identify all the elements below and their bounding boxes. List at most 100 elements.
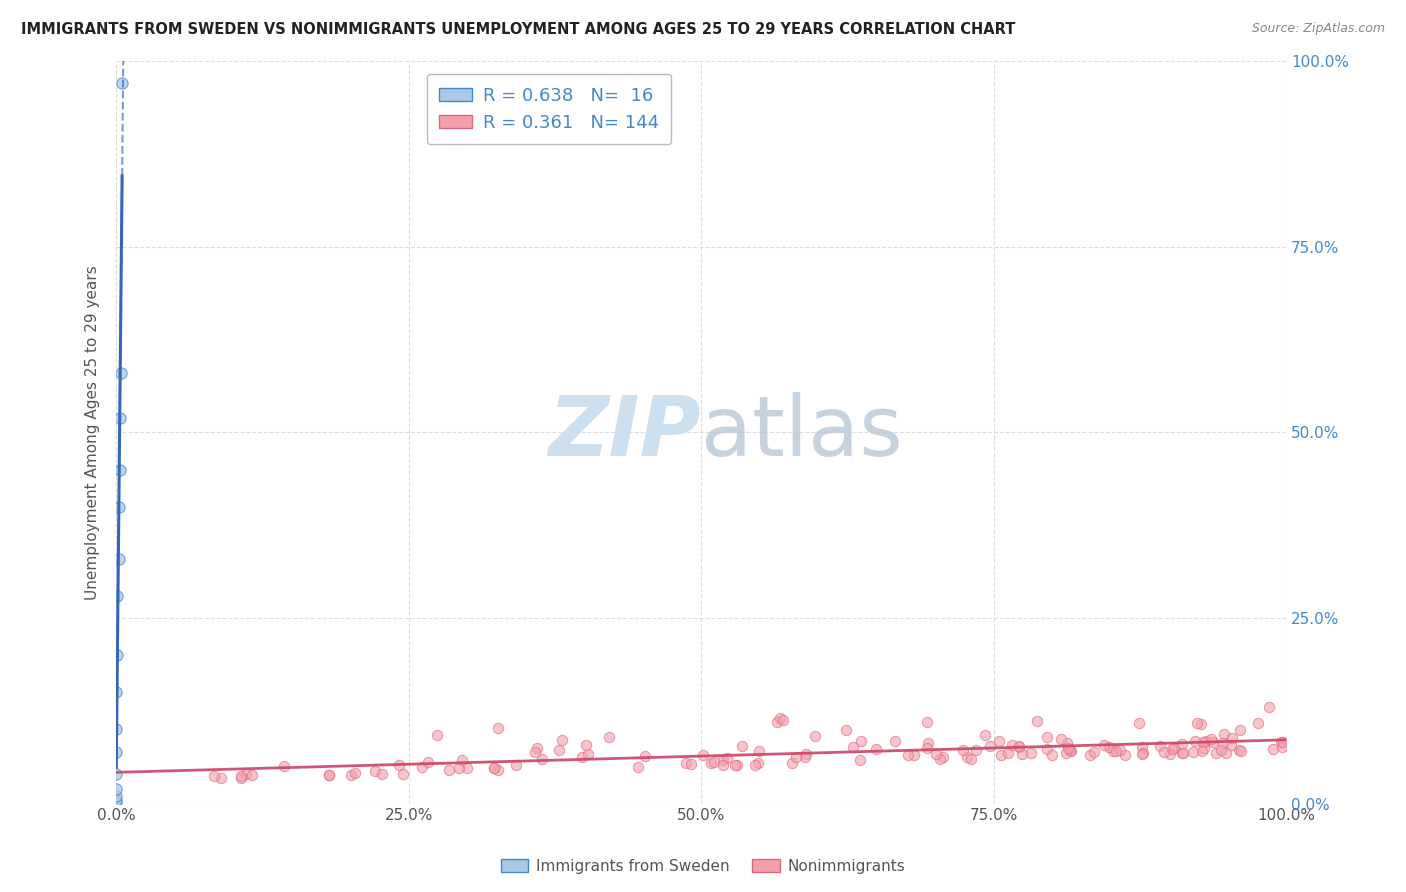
Point: [1171, 746, 1194, 760]
Point: [965, 743, 987, 757]
Point: [681, 756, 703, 771]
Point: [1230, 744, 1253, 758]
Point: [1128, 716, 1150, 731]
Point: [928, 752, 950, 766]
Point: [273, 759, 295, 773]
Point: [1108, 742, 1130, 756]
Point: [391, 767, 413, 781]
Point: [973, 728, 995, 742]
Point: [803, 729, 825, 743]
Point: [105, 781, 128, 796]
Point: [105, 793, 128, 807]
Point: [747, 756, 769, 771]
Point: [447, 762, 470, 776]
Text: IMMIGRANTS FROM SWEDEN VS NONIMMIGRANTS UNEMPLOYMENT AMONG AGES 25 TO 29 YEARS C: IMMIGRANTS FROM SWEDEN VS NONIMMIGRANTS …: [21, 22, 1015, 37]
Point: [344, 765, 367, 780]
Point: [711, 753, 734, 767]
Point: [1220, 738, 1243, 752]
Point: [716, 751, 738, 765]
Point: [1171, 746, 1194, 760]
Text: atlas: atlas: [702, 392, 903, 473]
Point: [411, 760, 433, 774]
Point: [725, 758, 748, 772]
Point: [724, 758, 747, 772]
Point: [1192, 735, 1215, 749]
Point: [1026, 714, 1049, 728]
Point: [209, 771, 232, 785]
Point: [482, 761, 505, 775]
Point: [915, 714, 938, 729]
Point: [105, 789, 128, 804]
Point: [1258, 700, 1281, 714]
Point: [675, 756, 697, 770]
Point: [932, 750, 955, 764]
Point: [1247, 715, 1270, 730]
Point: [1215, 746, 1237, 760]
Point: [105, 767, 128, 781]
Point: [1000, 738, 1022, 752]
Point: [700, 756, 723, 770]
Point: [1132, 746, 1154, 760]
Point: [576, 747, 599, 762]
Point: [371, 767, 394, 781]
Point: [1008, 739, 1031, 753]
Point: [107, 648, 129, 662]
Point: [1078, 747, 1101, 762]
Point: [339, 767, 361, 781]
Point: [229, 771, 252, 785]
Point: [1153, 745, 1175, 759]
Point: [897, 747, 920, 762]
Point: [1057, 741, 1080, 756]
Point: [318, 768, 340, 782]
Point: [952, 743, 974, 757]
Point: [486, 763, 509, 777]
Point: [731, 739, 754, 754]
Point: [531, 752, 554, 766]
Point: [917, 736, 939, 750]
Point: [551, 732, 574, 747]
Point: [235, 767, 257, 781]
Point: [1105, 743, 1128, 757]
Point: [1209, 743, 1232, 757]
Point: [240, 767, 263, 781]
Point: [785, 750, 807, 764]
Point: [1011, 747, 1033, 761]
Point: [1187, 716, 1209, 731]
Point: [883, 734, 905, 748]
Point: [451, 753, 474, 767]
Point: [1202, 734, 1225, 748]
Point: [979, 739, 1001, 753]
Point: [1132, 739, 1154, 754]
Point: [571, 750, 593, 764]
Point: [780, 756, 803, 771]
Point: [849, 733, 872, 747]
Point: [426, 728, 449, 742]
Point: [229, 769, 252, 783]
Point: [1195, 733, 1218, 747]
Point: [598, 730, 620, 744]
Point: [1050, 731, 1073, 746]
Point: [1130, 747, 1153, 761]
Point: [202, 768, 225, 782]
Point: [575, 738, 598, 752]
Point: [1036, 741, 1059, 756]
Point: [1184, 734, 1206, 748]
Point: [903, 748, 925, 763]
Point: [988, 733, 1011, 747]
Point: [794, 750, 817, 764]
Point: [1163, 741, 1185, 756]
Point: [505, 758, 527, 772]
Point: [925, 747, 948, 762]
Y-axis label: Unemployment Among Ages 25 to 29 years: Unemployment Among Ages 25 to 29 years: [86, 265, 100, 599]
Point: [1149, 739, 1171, 754]
Point: [1170, 737, 1192, 751]
Point: [711, 758, 734, 772]
Point: [111, 77, 134, 91]
Point: [1182, 746, 1205, 760]
Point: [364, 764, 387, 778]
Point: [1227, 742, 1250, 756]
Point: [794, 747, 817, 762]
Point: [1212, 735, 1234, 749]
Point: [1040, 748, 1063, 763]
Point: [107, 589, 129, 603]
